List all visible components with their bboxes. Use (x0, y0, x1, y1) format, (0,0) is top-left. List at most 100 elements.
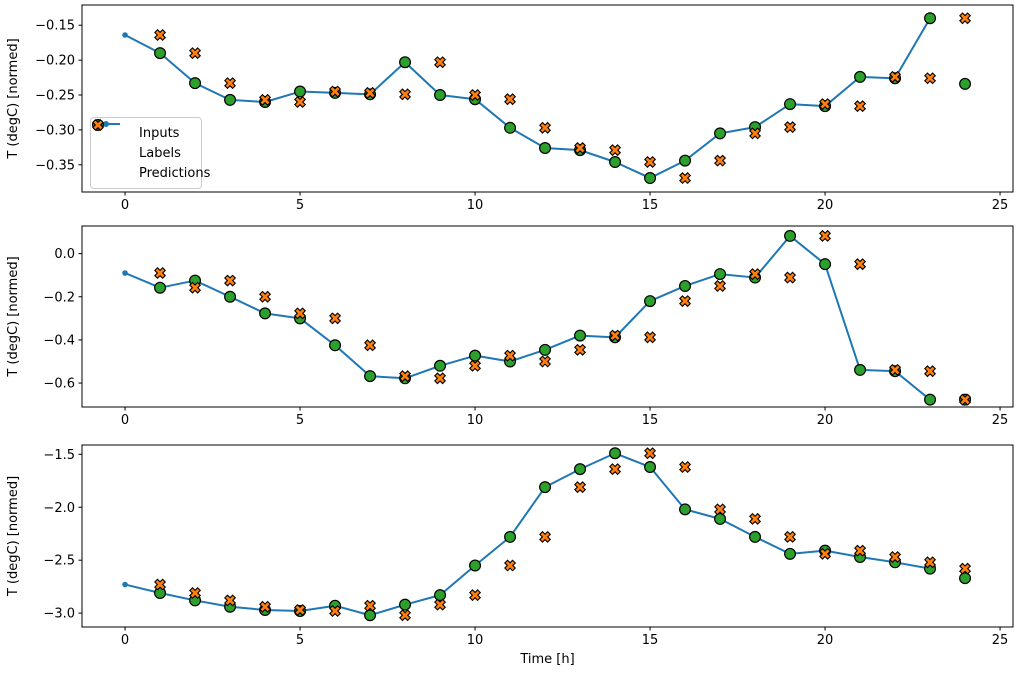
labels-marker (329, 339, 342, 352)
legend-item-labels: Labels (91, 118, 193, 163)
labels-marker (574, 329, 587, 342)
predictions-marker (259, 600, 272, 613)
labels-marker (854, 70, 867, 83)
labels-marker (399, 56, 412, 69)
labels-marker (469, 349, 482, 362)
y-tick-label: −0.2 (43, 290, 75, 305)
y-tick-label: −0.30 (35, 123, 75, 138)
x-tick-label: 25 (992, 633, 1009, 648)
predictions-marker (959, 12, 972, 25)
predictions-marker (679, 172, 692, 185)
legend: Inputs Labels Predictions (90, 117, 210, 189)
axes-frame (81, 4, 1014, 193)
subplot-2: 0.0 −0.2 −0.4 −0.6 0 5 10 15 20 25 T (degC) [norme… (6, 225, 1014, 428)
y-tick-label: −0.6 (43, 377, 75, 392)
labels-marker (574, 463, 587, 476)
y-tick-label: −2.5 (43, 554, 75, 569)
x-tick-label: 15 (642, 633, 659, 648)
predictions-marker (294, 603, 307, 616)
labels-marker (224, 290, 237, 303)
x-tick-label: 20 (817, 413, 834, 428)
labels-marker (784, 98, 797, 111)
predictions-marker (224, 594, 237, 607)
labels-marker (749, 530, 762, 543)
predictions-marker (714, 503, 727, 516)
axes-frame (81, 225, 1014, 408)
inputs-point (122, 581, 128, 588)
labels-marker (644, 461, 657, 474)
predictions-marker (574, 142, 587, 155)
predictions-marker (784, 121, 797, 134)
predictions-marker (189, 587, 202, 600)
predictions-marker (644, 447, 657, 460)
labels-marker (224, 93, 237, 106)
legend-label-labels: Labels (139, 145, 181, 161)
predictions-marker (819, 98, 832, 111)
labels-marker (434, 359, 447, 372)
predictions-marker (784, 530, 797, 543)
labels-marker (714, 127, 727, 140)
predictions-marker (714, 279, 727, 292)
predictions-marker (399, 370, 412, 383)
predictions-marker (259, 93, 272, 106)
predictions-marker (924, 365, 937, 378)
legend-item-inputs: Inputs (92, 121, 193, 143)
predictions-marker (399, 609, 412, 622)
predictions-marker (364, 339, 377, 352)
predictions-marker (819, 547, 832, 560)
predictions-marker (644, 331, 657, 344)
predictions-marker (924, 72, 937, 85)
x-tick-label: 15 (642, 198, 659, 213)
labels-marker (539, 343, 552, 356)
predictions-marker (539, 121, 552, 134)
labels-marker (504, 121, 517, 134)
x-tick-label: 0 (121, 413, 129, 428)
labels-marker (784, 229, 797, 242)
predictions-marker (469, 89, 482, 102)
labels-marker (644, 295, 657, 308)
legend-label-predictions: Predictions (139, 165, 211, 181)
predictions-marker (224, 274, 237, 287)
predictions-marker (224, 77, 237, 90)
predictions-marker (469, 359, 482, 372)
predictions-marker (749, 268, 762, 281)
x-tick-label: 20 (817, 198, 834, 213)
labels-marker (784, 547, 797, 560)
labels-marker (399, 598, 412, 611)
predictions-marker (609, 463, 622, 476)
y-tick-label: −2.0 (43, 501, 75, 516)
predictions-marker (819, 229, 832, 242)
predictions-marker (749, 127, 762, 140)
predictions-marker (539, 530, 552, 543)
predictions-marker (679, 461, 692, 474)
labels-marker (259, 307, 272, 320)
labels-marker (644, 172, 657, 185)
predictions-marker (504, 93, 517, 106)
predictions-marker (154, 267, 167, 280)
predictions-marker (609, 144, 622, 157)
x-tick-label: 25 (992, 413, 1009, 428)
y-axis-label: T (degC) [normed] (6, 256, 21, 377)
x-axis-label: Time [h] (519, 652, 574, 667)
predictions-marker (854, 544, 867, 557)
labels-marker (924, 12, 937, 25)
legend-label-inputs: Inputs (139, 125, 180, 141)
labels-marker (154, 281, 167, 294)
labels-marker (364, 609, 377, 622)
y-tick-label: −0.20 (35, 54, 75, 69)
x-tick-label: 20 (817, 633, 834, 648)
y-tick-label: −0.4 (43, 333, 75, 348)
labels-marker (609, 155, 622, 168)
predictions-marker (959, 393, 972, 406)
predictions-marker (189, 47, 202, 60)
labels-marker (714, 512, 727, 525)
predictions-marker (784, 271, 797, 284)
labels-marker (539, 481, 552, 494)
labels-marker (539, 142, 552, 155)
predictions-marker (889, 70, 902, 83)
x-tick-label: 15 (642, 413, 659, 428)
labels-marker (294, 85, 307, 98)
predictions-marker (504, 349, 517, 362)
predictions-marker (574, 343, 587, 356)
predictions-marker (574, 481, 587, 494)
